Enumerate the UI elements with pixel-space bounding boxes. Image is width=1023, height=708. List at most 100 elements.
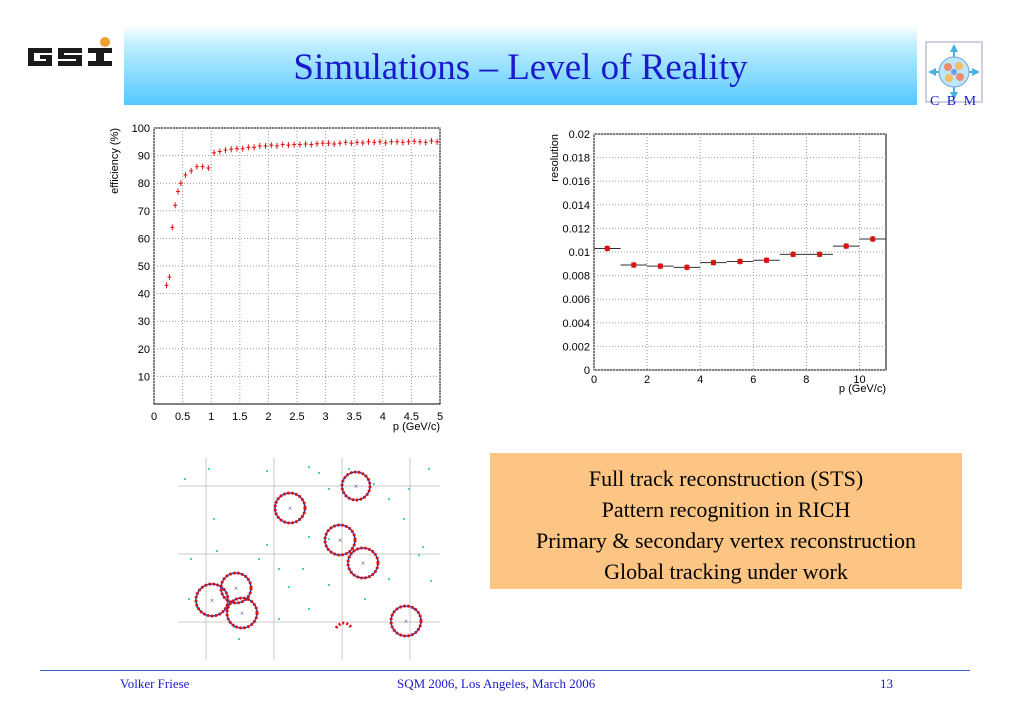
- svg-text:×: ×: [210, 596, 215, 605]
- resolution-x-tick-label: 2: [644, 374, 650, 386]
- svg-text:×: ×: [354, 482, 359, 491]
- rich-ring: ×: [273, 491, 307, 525]
- resolution-point: [726, 258, 754, 265]
- rich-hit: [266, 544, 268, 546]
- rich-hit: [184, 478, 186, 480]
- rich-hit: [216, 550, 218, 552]
- efficiency-point: [269, 142, 274, 149]
- rich-hit: [233, 626, 235, 628]
- efficiency-point: [315, 140, 320, 147]
- efficiency-point: [343, 139, 348, 146]
- resolution-y-tick-label: 0.018: [562, 153, 590, 165]
- rich-hit: [308, 608, 310, 610]
- cbm-logo: [925, 41, 983, 103]
- resolution-y-tick-label: 0.004: [562, 318, 590, 330]
- efficiency-point: [383, 139, 388, 146]
- resolution-plot-frame: [593, 133, 887, 371]
- efficiency-point: [377, 138, 382, 145]
- info-line-rich: Pattern recognition in RICH: [601, 497, 851, 522]
- efficiency-point: [429, 137, 434, 144]
- efficiency-x-tick-label: 5: [437, 411, 443, 423]
- efficiency-point: [406, 138, 411, 145]
- efficiency-y-axis-label: efficiency (%): [109, 128, 121, 194]
- efficiency-x-tick-label: 1: [208, 411, 214, 423]
- efficiency-point: [349, 140, 354, 147]
- rich-hit: [348, 468, 350, 470]
- efficiency-point: [326, 140, 331, 147]
- efficiency-y-tick-label: 100: [132, 123, 150, 135]
- efficiency-x-tick-label: 3: [323, 411, 329, 423]
- rich-ring: ×: [340, 470, 372, 502]
- efficiency-point: [280, 141, 285, 148]
- efficiency-x-tick-label: 2: [265, 411, 271, 423]
- efficiency-point: [164, 282, 169, 289]
- resolution-point: [594, 245, 621, 252]
- efficiency-point: [234, 145, 239, 152]
- efficiency-point: [173, 202, 178, 209]
- rich-hit: [422, 546, 424, 548]
- resolution-x-tick-label: 10: [853, 374, 865, 386]
- efficiency-point: [389, 138, 394, 145]
- efficiency-y-tick-label: 20: [138, 344, 150, 356]
- efficiency-point: [337, 140, 342, 147]
- rich-hit: [266, 470, 268, 472]
- resolution-point: [647, 263, 674, 270]
- rich-hit: [278, 618, 280, 620]
- efficiency-point: [200, 163, 205, 170]
- rich-hit: [190, 558, 192, 560]
- rich-hit: [308, 536, 310, 538]
- rich-grid: [178, 458, 440, 660]
- efficiency-point: [292, 141, 297, 148]
- resolution-point: [779, 251, 807, 258]
- footer-event: SQM 2006, Los Angeles, March 2006: [397, 676, 596, 691]
- efficiency-y-tick-label: 80: [138, 178, 150, 190]
- svg-text:×: ×: [361, 559, 366, 568]
- resolution-point: [859, 236, 886, 243]
- efficiency-point: [257, 142, 262, 149]
- svg-text:×: ×: [234, 584, 239, 593]
- efficiency-point: [320, 140, 325, 147]
- efficiency-y-tick-label: 90: [138, 151, 150, 163]
- efficiency-point: [229, 146, 234, 153]
- efficiency-point: [274, 142, 279, 149]
- rich-hit: [388, 578, 390, 580]
- efficiency-y-tick-label: 10: [138, 371, 150, 383]
- efficiency-point: [176, 188, 181, 195]
- efficiency-point: [170, 224, 175, 231]
- rich-hit: [328, 488, 330, 490]
- rich-ring: ×: [346, 546, 380, 580]
- efficiency-point: [360, 139, 365, 146]
- info-line-vertex: Primary & secondary vertex reconstructio…: [536, 528, 916, 553]
- rich-ring: [334, 621, 354, 629]
- rich-hit: [302, 568, 304, 570]
- info-line-sts: Full track reconstruction (STS): [588, 466, 864, 491]
- efficiency-point: [423, 139, 428, 146]
- resolution-y-tick-label: 0.012: [562, 223, 590, 235]
- rich-hit: [278, 568, 280, 570]
- rich-hit: [430, 580, 432, 582]
- efficiency-point: [435, 138, 440, 145]
- efficiency-point: [206, 165, 211, 172]
- efficiency-point: [217, 148, 222, 155]
- rich-hit: [373, 483, 375, 485]
- resolution-point: [700, 259, 727, 266]
- resolution-y-tick-label: 0.014: [562, 200, 590, 212]
- rich-hit: [238, 638, 240, 640]
- rich-ring: ×: [219, 571, 253, 605]
- efficiency-y-tick-label: 40: [138, 289, 150, 301]
- info-box: Full track reconstruction (STS) Pattern …: [490, 453, 962, 589]
- rich-hit: [328, 584, 330, 586]
- rich-hit: [428, 468, 430, 470]
- efficiency-point: [223, 147, 228, 154]
- efficiency-x-tick-label: 3.5: [347, 411, 362, 423]
- resolution-x-tick-label: 8: [803, 374, 809, 386]
- rich-ring: ×: [323, 523, 357, 557]
- efficiency-point: [297, 141, 302, 148]
- rich-ring-display: × × × × × × × ×: [178, 458, 440, 660]
- rich-hit: [213, 518, 215, 520]
- resolution-y-axis-label: resolution: [549, 134, 561, 182]
- resolution-x-tick-label: 4: [697, 374, 703, 386]
- efficiency-point: [246, 144, 251, 151]
- resolution-point: [620, 261, 648, 268]
- rich-hit: [328, 538, 330, 540]
